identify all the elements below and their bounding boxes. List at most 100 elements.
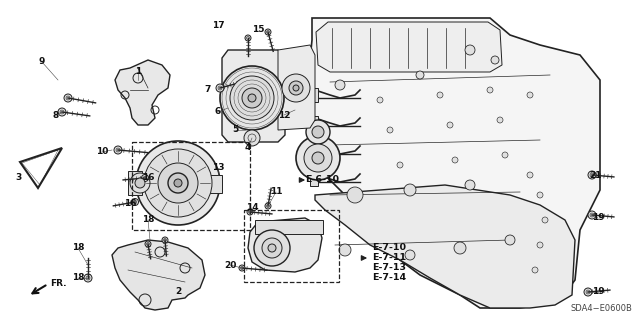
Circle shape — [293, 85, 299, 91]
Text: 20: 20 — [224, 261, 236, 270]
Circle shape — [244, 130, 260, 146]
Circle shape — [527, 172, 533, 178]
Text: 5: 5 — [232, 125, 238, 135]
Circle shape — [135, 178, 145, 188]
Text: E-7-11: E-7-11 — [372, 254, 406, 263]
Circle shape — [114, 146, 122, 154]
Circle shape — [116, 148, 120, 152]
Circle shape — [84, 274, 92, 282]
Bar — [310, 116, 318, 130]
Polygon shape — [316, 22, 502, 72]
Text: 14: 14 — [246, 204, 259, 212]
Text: 8: 8 — [53, 110, 59, 120]
Circle shape — [136, 141, 220, 225]
Text: E-7-14: E-7-14 — [372, 273, 406, 283]
Text: 17: 17 — [212, 20, 224, 29]
Circle shape — [220, 66, 284, 130]
Circle shape — [465, 45, 475, 55]
Circle shape — [131, 198, 138, 205]
Circle shape — [168, 173, 188, 193]
Circle shape — [58, 108, 66, 116]
Text: E-7-10: E-7-10 — [372, 243, 406, 253]
Circle shape — [397, 162, 403, 168]
Circle shape — [147, 242, 150, 246]
Bar — [208, 175, 222, 193]
Circle shape — [130, 173, 150, 193]
Circle shape — [491, 56, 499, 64]
Circle shape — [416, 71, 424, 79]
Polygon shape — [112, 240, 205, 310]
Text: 15: 15 — [252, 26, 264, 34]
Circle shape — [268, 244, 276, 252]
Circle shape — [262, 238, 282, 258]
Text: SDA4−E0600B: SDA4−E0600B — [570, 304, 632, 313]
Text: 2: 2 — [175, 287, 181, 296]
Circle shape — [282, 74, 310, 102]
Text: 18: 18 — [141, 216, 154, 225]
Circle shape — [542, 217, 548, 223]
Circle shape — [347, 187, 363, 203]
Circle shape — [437, 92, 443, 98]
Circle shape — [377, 97, 383, 103]
Text: 21: 21 — [589, 170, 602, 180]
Circle shape — [265, 29, 271, 35]
Circle shape — [245, 35, 251, 41]
Polygon shape — [248, 218, 322, 272]
Circle shape — [163, 239, 166, 241]
Text: E-7-13: E-7-13 — [372, 263, 406, 272]
Bar — [244, 210, 339, 282]
Circle shape — [339, 244, 351, 256]
Text: 3: 3 — [15, 174, 21, 182]
Text: 4: 4 — [245, 144, 251, 152]
Circle shape — [66, 96, 70, 100]
Circle shape — [239, 265, 245, 271]
Circle shape — [588, 211, 596, 219]
Text: 12: 12 — [278, 110, 291, 120]
Text: 6: 6 — [215, 108, 221, 116]
Text: 19: 19 — [592, 287, 604, 296]
Circle shape — [133, 200, 137, 204]
Text: FR.: FR. — [50, 279, 67, 288]
Bar — [310, 144, 318, 158]
Polygon shape — [278, 45, 315, 130]
Circle shape — [266, 31, 269, 33]
Circle shape — [230, 76, 274, 120]
Circle shape — [248, 211, 252, 213]
Circle shape — [218, 86, 222, 90]
Circle shape — [174, 179, 182, 187]
Circle shape — [454, 242, 466, 254]
Circle shape — [452, 157, 458, 163]
Circle shape — [584, 288, 592, 296]
Circle shape — [590, 213, 594, 217]
Text: E-6-10: E-6-10 — [305, 175, 339, 184]
Circle shape — [404, 184, 416, 196]
Circle shape — [296, 136, 340, 180]
Circle shape — [247, 209, 253, 215]
Circle shape — [289, 81, 303, 95]
Circle shape — [248, 94, 256, 102]
Circle shape — [465, 180, 475, 190]
Text: 7: 7 — [205, 85, 211, 94]
Circle shape — [158, 163, 198, 203]
Circle shape — [246, 36, 250, 40]
Circle shape — [145, 241, 151, 247]
Bar — [310, 172, 318, 186]
Circle shape — [265, 203, 271, 209]
Circle shape — [387, 127, 393, 133]
Circle shape — [527, 92, 533, 98]
Polygon shape — [315, 185, 575, 308]
Circle shape — [143, 176, 147, 180]
Circle shape — [242, 88, 262, 108]
Circle shape — [505, 235, 515, 245]
Circle shape — [497, 117, 503, 123]
Circle shape — [141, 174, 148, 182]
Circle shape — [60, 110, 64, 114]
Circle shape — [144, 149, 212, 217]
Circle shape — [306, 120, 330, 144]
Circle shape — [537, 242, 543, 248]
Circle shape — [254, 230, 290, 266]
Circle shape — [266, 204, 269, 207]
Circle shape — [216, 84, 224, 92]
Circle shape — [304, 144, 332, 172]
Circle shape — [335, 80, 345, 90]
